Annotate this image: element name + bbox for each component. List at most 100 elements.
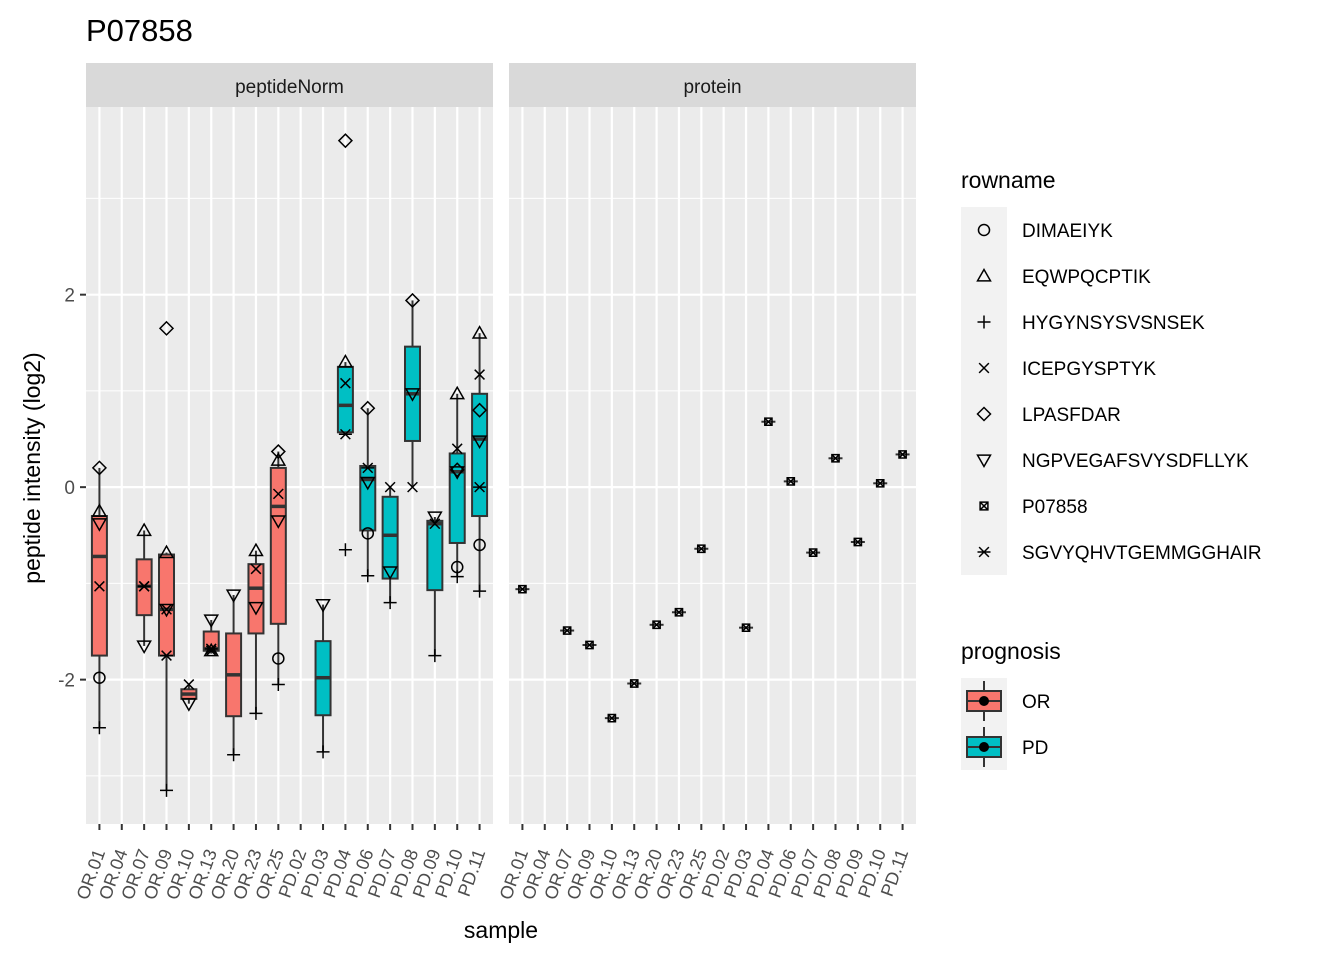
point-HYGYNSYSVSNSEK [227, 748, 241, 762]
point-LPASFDAR [404, 292, 421, 309]
point-P07858 [607, 713, 617, 723]
y-axis-label: peptide intensity (log2) [19, 352, 45, 583]
point-NGPVEGAFSVYSDFLLYK [382, 566, 398, 580]
point-EQWPQCPTIK [449, 385, 466, 400]
point-HYGYNSYSVSNSEK [249, 706, 263, 720]
point-NGPVEGAFSVYSDFLLYK [203, 614, 220, 628]
legend-label: DIMAEIYK [1022, 221, 1113, 242]
legend-key-P07858 [979, 501, 989, 511]
point-ICEPGYSPTYK [94, 580, 105, 592]
point-P07858 [674, 607, 684, 617]
plot-background [509, 107, 916, 824]
point-ICEPGYSPTYK [250, 563, 262, 575]
point-LPASFDAR [270, 443, 286, 460]
point-P07858 [629, 679, 639, 688]
point-P07858 [898, 450, 907, 459]
legend-label: LPASFDAR [1022, 405, 1121, 426]
point-P07858 [518, 584, 527, 594]
point-P07858 [741, 623, 751, 633]
legend-title: prognosis [961, 638, 1061, 664]
point-P07858 [562, 626, 572, 635]
point-HYGYNSYSVSNSEK [473, 584, 487, 598]
point-NGPVEGAFSVYSDFLLYK [248, 601, 264, 616]
box-body [359, 464, 377, 532]
plot-background [86, 107, 493, 824]
point-HYGYNSYSVSNSEK [450, 570, 464, 584]
box-OR.23 [247, 550, 265, 714]
point-EQWPQCPTIK [337, 354, 354, 368]
point-NGPVEGAFSVYSDFLLYK [91, 518, 108, 532]
legend-label: EQWPQCPTIK [1022, 267, 1151, 288]
point-NGPVEGAFSVYSDFLLYK [270, 515, 287, 529]
point-LPASFDAR [91, 460, 107, 476]
strip-background [509, 63, 916, 107]
point-ICEPGYSPTYK [183, 679, 195, 690]
point-DIMAEIYK [361, 527, 375, 540]
y-tick-label: 2 [64, 286, 75, 307]
legend-label: NGPVEGAFSVYSDFLLYK [1022, 451, 1249, 472]
point-SGVYQHVTGEMMGGHAIR [473, 481, 487, 493]
point-EQWPQCPTIK [136, 522, 152, 537]
point-LPASFDAR [337, 133, 353, 149]
chart-title: P07858 [86, 13, 193, 48]
point-HYGYNSYSVSNSEK [271, 677, 285, 691]
point-P07858 [875, 478, 885, 488]
point-EQWPQCPTIK [91, 503, 108, 517]
point-ICEPGYSPTYK [272, 488, 284, 500]
legend-label: PD [1022, 738, 1048, 759]
point-EQWPQCPTIK [270, 452, 287, 466]
box-PD.10 [448, 393, 466, 577]
strip-label: protein [683, 77, 741, 98]
box-body [247, 563, 265, 635]
point-HYGYNSYSVSNSEK [160, 783, 174, 797]
point-HYGYNSYSVSNSEK [92, 721, 106, 735]
point-SGVYQHVTGEMMGGHAIR [361, 462, 375, 474]
point-NGPVEGAFSVYSDFLLYK [449, 466, 466, 480]
point-NGPVEGAFSVYSDFLLYK [427, 511, 443, 526]
point-HYGYNSYSVSNSEK [383, 596, 397, 610]
point-SGVYQHVTGEMMGGHAIR [204, 643, 218, 655]
point-LPASFDAR [360, 400, 376, 416]
point-NGPVEGAFSVYSDFLLYK [471, 435, 488, 449]
point-ICEPGYSPTYK [340, 377, 351, 389]
y-tick-label: 0 [64, 478, 75, 499]
x-axis-label: sample [464, 917, 538, 943]
legend-key-background [961, 207, 1007, 575]
point-EQWPQCPTIK [471, 325, 488, 339]
point-P07858 [585, 640, 594, 650]
legend-point [979, 742, 989, 752]
point-P07858 [831, 453, 840, 463]
point-HYGYNSYSVSNSEK [316, 745, 330, 759]
legend-prognosis: prognosis OR PD [961, 638, 1061, 770]
point-ICEPGYSPTYK [451, 443, 463, 455]
legend-label: P07858 [1022, 497, 1088, 518]
point-HYGYNSYSVSNSEK [338, 543, 352, 557]
box-body [471, 392, 489, 518]
legend-rowname: rowname DIMAEIYK EQWPQCPTIK HYGYNSYSVSNSEK I… [961, 167, 1262, 575]
legend-key-HYGYNSYSVSNSEK [977, 315, 991, 329]
legend-label: SGVYQHVTGEMMGGHAIR [1022, 543, 1262, 564]
point-P07858 [652, 620, 661, 630]
box-body [426, 519, 444, 592]
point-P07858 [786, 477, 796, 486]
point-NGPVEGAFSVYSDFLLYK [404, 388, 421, 402]
point-ICEPGYSPTYK [205, 645, 217, 657]
point-ICEPGYSPTYK [384, 481, 396, 493]
point-P07858 [696, 544, 706, 554]
point-EQWPQCPTIK [203, 642, 220, 657]
box-OR.25 [269, 451, 287, 685]
point-P07858 [764, 417, 773, 427]
legend-label: ICEPGYSPTYK [1022, 359, 1156, 380]
box-PD.08 [403, 300, 421, 488]
panel-protein: proteinOR.01OR.04OR.07OR.09OR.10OR.13OR.… [496, 63, 916, 902]
box-body [448, 452, 466, 544]
point-HYGYNSYSVSNSEK [428, 649, 442, 663]
legend-key-NGPVEGAFSVYSDFLLYK [976, 454, 992, 469]
point-SGVYQHVTGEMMGGHAIR [137, 580, 151, 592]
point-SGVYQHVTGEMMGGHAIR [338, 428, 352, 440]
box-PD.11 [471, 333, 489, 592]
point-ICEPGYSPTYK [161, 603, 172, 615]
y-tick-label: -2 [58, 671, 75, 692]
legend-key-LPASFDAR [976, 406, 992, 422]
point-HYGYNSYSVSNSEK [361, 569, 375, 583]
